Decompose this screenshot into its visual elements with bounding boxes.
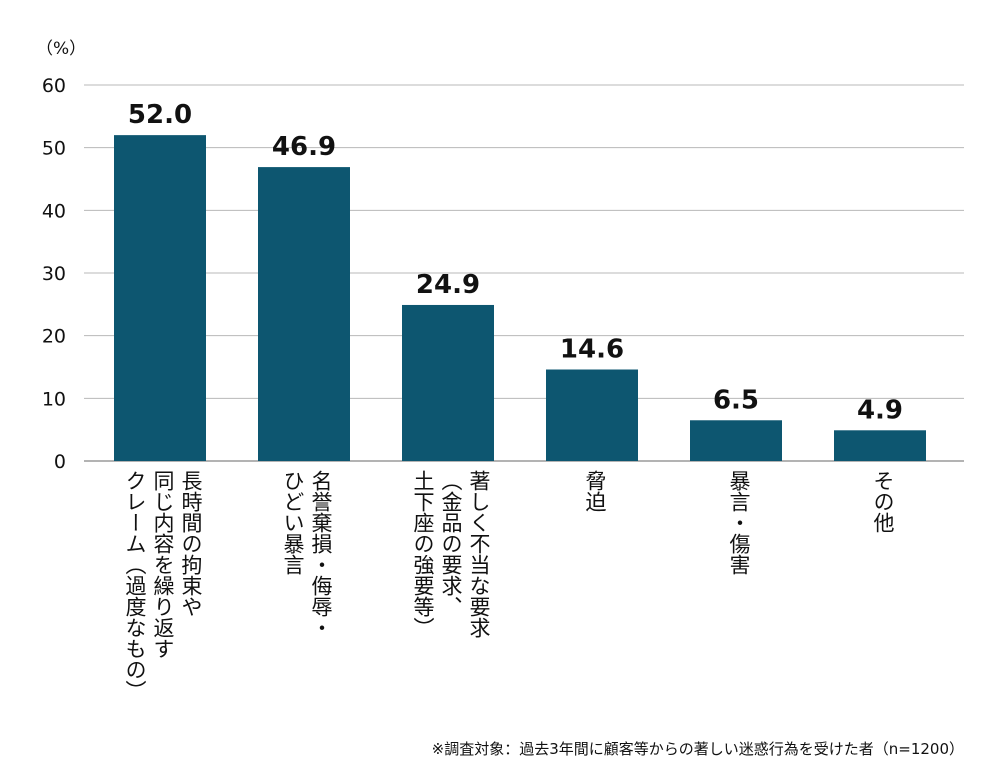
category-label: 暴言・傷害 [725,470,753,730]
data-label: 4.9 [857,395,903,425]
value-labels: 52.0 46.9 24.9 14.6 6.5 4.9 [128,100,903,425]
category-label: 長時間の拘束や 同じ内容を繰り返す クレーム（過度なもの） [121,470,205,730]
bar [402,304,494,461]
y-tick-label: 40 [42,200,66,222]
bar [114,135,206,461]
bars [114,135,926,462]
category-label-line: クレーム（過度なもの） [123,470,147,701]
category-label-line: 長時間の拘束や [179,470,203,617]
category-label-line: その他 [871,470,895,533]
y-tick-label: 10 [42,388,66,410]
category-label-line: 著しく不当な要求 [467,470,491,638]
category-label-line: 名誉棄損・侮辱・ [309,470,333,638]
data-label: 14.6 [560,335,624,365]
category-label-line: （金品の要求、 [439,470,463,617]
bar [834,430,926,461]
category-label-line: 脅迫 [583,470,607,512]
y-tick-label: 50 [42,138,66,160]
bar [546,369,638,461]
category-label: その他 [869,470,897,730]
category-label-line: ひどい暴言 [281,470,305,575]
data-label: 6.5 [713,385,759,415]
category-label-line: 同じ内容を繰り返す [151,470,175,659]
y-axis-unit-label: （%） [36,39,87,59]
footnote: ※調査対象：過去3年間に顧客等からの著しい迷惑行為を受けた者（n=1200） [431,740,964,758]
y-tick-label: 0 [54,451,66,473]
bar [258,167,350,462]
data-label: 24.9 [416,270,480,300]
category-label: 著しく不当な要求 （金品の要求、 土下座の強要等） [409,470,493,730]
y-tick-label: 60 [42,75,66,97]
data-label: 46.9 [272,132,336,162]
category-label: 脅迫 [581,470,609,730]
y-tick-label: 30 [42,263,66,285]
category-label-line: 土下座の強要等） [411,470,435,638]
gridlines [84,84,964,462]
category-label-line: 暴言・傷害 [727,470,751,575]
y-tick-label: 20 [42,326,66,348]
category-label: 名誉棄損・侮辱・ ひどい暴言 [279,470,335,730]
bar [690,420,782,461]
y-axis-ticks: 0 10 20 30 40 50 60 [42,75,66,473]
data-label: 52.0 [128,100,192,130]
